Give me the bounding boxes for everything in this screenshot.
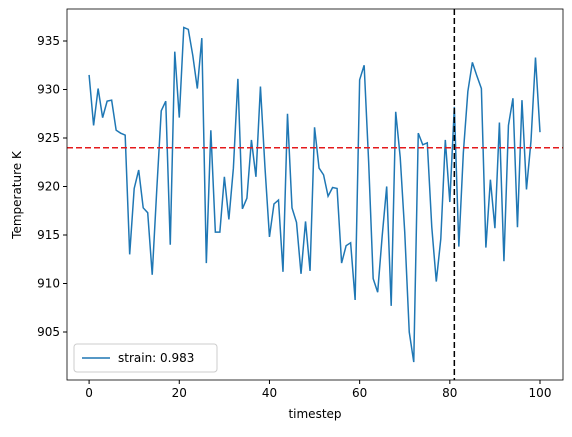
legend-label: strain: 0.983 xyxy=(118,351,194,365)
y-tick-label: 910 xyxy=(37,276,60,290)
y-tick-label: 935 xyxy=(37,34,60,48)
x-tick-label: 20 xyxy=(172,386,187,400)
x-tick-label: 100 xyxy=(529,386,552,400)
line xyxy=(88,26,541,363)
legend-box xyxy=(73,343,218,373)
y-tick-label: 915 xyxy=(37,228,60,242)
x-axis-label: timestep xyxy=(288,407,341,421)
y-tick-label: 905 xyxy=(37,325,60,339)
x-tick-label: 0 xyxy=(85,386,93,400)
y-tick-label: 920 xyxy=(37,179,60,193)
y-tick-label: 925 xyxy=(37,131,60,145)
x-tick-label: 60 xyxy=(352,386,367,400)
y-axis-label: Temperature K xyxy=(10,150,24,240)
x-tick-label: 40 xyxy=(262,386,277,400)
plot-frame xyxy=(66,8,564,381)
y-tick-label: 930 xyxy=(37,83,60,97)
x-tick-label: 80 xyxy=(442,386,457,400)
